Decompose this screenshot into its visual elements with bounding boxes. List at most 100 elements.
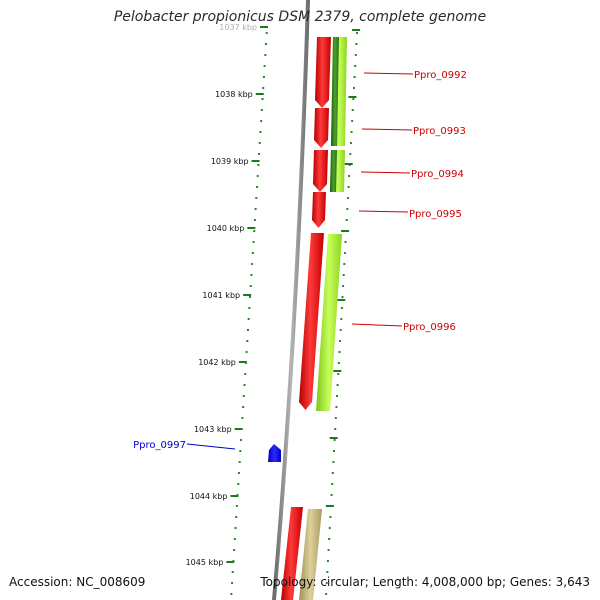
genome-backbone: [272, 0, 310, 600]
ruler-dot: [251, 263, 254, 265]
ruler-dot: [329, 516, 332, 518]
ruler-dot: [339, 340, 342, 342]
ruler-dot: [327, 549, 330, 551]
gene-label[interactable]: Ppro_0993: [413, 126, 466, 137]
ruler-dot: [235, 516, 238, 518]
gene-label[interactable]: Ppro_0992: [414, 70, 467, 81]
orf-bar: [330, 150, 337, 192]
ruler-dot: [260, 120, 263, 122]
orf-bar: [299, 509, 322, 600]
ruler-dot: [247, 318, 250, 320]
ruler-dot: [343, 263, 346, 265]
ruler-dot: [336, 395, 339, 397]
ruler-dot: [258, 153, 261, 155]
ruler-dot: [255, 186, 258, 188]
ruler-dot: [262, 87, 265, 89]
ruler-dot: [341, 296, 344, 298]
ruler-dot: [242, 395, 245, 397]
scale-tick-label: 1038 kbp: [215, 90, 253, 99]
ruler-dot: [234, 527, 237, 529]
gene-leader-line: [186, 443, 236, 450]
ruler-dot: [345, 219, 348, 221]
ruler-dot: [342, 274, 345, 276]
ruler-dot: [243, 384, 246, 386]
scale-tick-label: 1040 kbp: [207, 224, 245, 233]
ruler-dot: [244, 362, 247, 364]
ruler-dot: [340, 307, 343, 309]
gene-leader-line: [351, 323, 403, 327]
ruler-dot: [326, 571, 329, 573]
ruler-dot: [263, 65, 266, 67]
ruler-dot: [347, 186, 350, 188]
ruler-dot: [258, 142, 261, 144]
ruler-dot: [331, 483, 334, 485]
ruler-dot: [326, 560, 329, 562]
ruler-dot: [339, 329, 342, 331]
ruler-dot: [338, 351, 341, 353]
ruler-dot: [231, 582, 234, 584]
scale-tick-label: 1042 kbp: [198, 358, 236, 367]
ruler-dot: [252, 241, 255, 243]
gene-labels: Ppro_0992 Ppro_0993 Ppro_0994 Ppro_0995 Ppro…: [133, 70, 467, 451]
ruler-dot: [257, 164, 260, 166]
ruler-dot: [354, 65, 357, 67]
ruler-dot: [235, 505, 238, 507]
ruler-dot: [340, 318, 343, 320]
gene-leader-line: [361, 128, 413, 131]
genome-summary-text: Topology: circular; Length: 4,008,000 bp…: [260, 575, 590, 589]
ruler-dot: [328, 527, 331, 529]
ruler-dot: [232, 560, 235, 562]
gene-arrow: [314, 108, 329, 148]
ruler-dot: [334, 428, 337, 430]
ruler-dot: [245, 351, 248, 353]
ruler-dot: [356, 32, 358, 34]
ruler-dot: [230, 593, 233, 595]
ruler-dot: [333, 439, 336, 441]
ruler-dot: [253, 230, 256, 232]
orf-bar: [331, 37, 339, 146]
gene-label[interactable]: Ppro_0994: [411, 169, 464, 180]
gene-arrow: [313, 150, 328, 192]
ruler-dot: [328, 538, 331, 540]
gene-arrow: [299, 233, 324, 410]
ruler-dot: [331, 472, 334, 474]
ruler-dot: [239, 450, 242, 452]
ruler-dot: [355, 43, 358, 45]
ruler-dot: [249, 285, 252, 287]
gene-label[interactable]: Ppro_0995: [409, 209, 462, 220]
ruler-dot: [241, 417, 244, 419]
ruler-dot: [250, 274, 253, 276]
scale-tick-label: 1041 kbp: [202, 291, 240, 300]
gene-label[interactable]: Ppro_0997: [133, 440, 186, 451]
ruler-dot: [344, 241, 347, 243]
ruler-dot: [237, 483, 240, 485]
ruler-dot: [336, 384, 339, 386]
ruler-dot: [253, 219, 256, 221]
ruler-dot: [330, 494, 333, 496]
ruler-dot: [255, 197, 258, 199]
ruler-dot: [260, 109, 263, 111]
ruler-dot: [236, 494, 239, 496]
ruler-dot: [246, 340, 249, 342]
ruler-dot: [259, 131, 262, 133]
ruler-dot: [348, 175, 351, 177]
ruler-dot: [333, 450, 336, 452]
ruler-dot: [231, 571, 234, 573]
ruler-dot: [264, 43, 267, 45]
scale-tick-label: 1045 kbp: [186, 558, 224, 567]
ruler-dot: [249, 296, 252, 298]
feature-tracks: [268, 37, 347, 600]
ruler-dot: [325, 593, 328, 595]
gene-label[interactable]: Ppro_0996: [403, 322, 456, 333]
gene-arrow: [312, 192, 326, 228]
ruler-dot: [240, 439, 243, 441]
gene-arrow: [281, 507, 303, 600]
ruler-dot: [352, 87, 355, 89]
ruler-dot: [248, 307, 251, 309]
ruler-dot: [346, 208, 349, 210]
ruler-dot: [262, 76, 265, 78]
ruler-dot: [349, 153, 352, 155]
ruler-dot: [337, 362, 340, 364]
orf-bar: [316, 234, 342, 411]
ruler-dot: [353, 76, 356, 78]
